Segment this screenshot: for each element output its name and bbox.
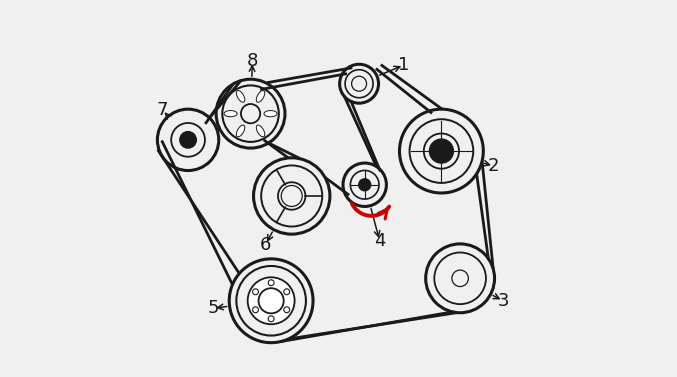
Circle shape xyxy=(180,132,196,148)
Ellipse shape xyxy=(257,90,265,102)
Text: 2: 2 xyxy=(488,157,500,175)
Ellipse shape xyxy=(224,110,237,117)
Circle shape xyxy=(259,288,284,313)
Ellipse shape xyxy=(257,125,265,137)
Text: 6: 6 xyxy=(260,236,271,254)
Text: 5: 5 xyxy=(207,299,219,317)
Circle shape xyxy=(248,277,294,324)
Ellipse shape xyxy=(236,125,245,137)
Text: 4: 4 xyxy=(374,232,385,250)
Text: 8: 8 xyxy=(246,52,258,70)
Text: 3: 3 xyxy=(498,292,509,310)
Ellipse shape xyxy=(236,90,245,102)
Text: 1: 1 xyxy=(398,56,410,74)
Circle shape xyxy=(429,139,454,163)
Circle shape xyxy=(359,179,371,191)
Text: 7: 7 xyxy=(157,101,169,119)
Ellipse shape xyxy=(264,110,277,117)
